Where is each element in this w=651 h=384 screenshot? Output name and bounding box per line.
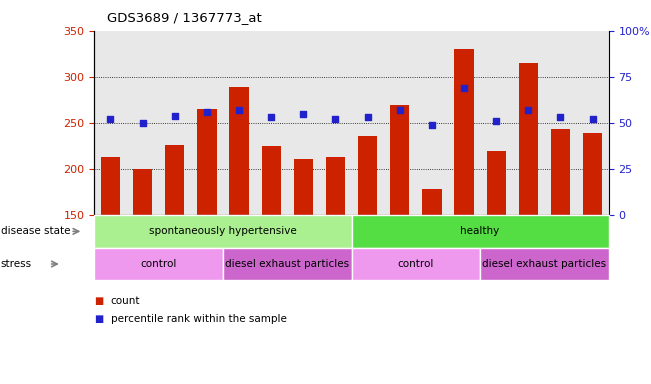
Point — [330, 116, 340, 122]
Text: control: control — [398, 259, 434, 269]
Point — [137, 120, 148, 126]
Bar — [519, 63, 538, 215]
Text: spontaneously hypertensive: spontaneously hypertensive — [149, 226, 297, 237]
Bar — [422, 189, 441, 215]
Point — [234, 107, 244, 113]
Bar — [101, 157, 120, 215]
Bar — [454, 49, 474, 215]
Point — [395, 107, 405, 113]
Text: stress: stress — [1, 259, 32, 269]
Text: diesel exhaust particles: diesel exhaust particles — [482, 259, 607, 269]
Point — [587, 116, 598, 122]
Point — [426, 122, 437, 128]
Point — [298, 111, 309, 117]
Point — [555, 114, 566, 121]
Bar — [486, 151, 506, 215]
Point — [363, 114, 373, 121]
Text: ■: ■ — [94, 314, 104, 324]
Text: count: count — [111, 296, 140, 306]
Bar — [358, 136, 378, 215]
Point — [169, 113, 180, 119]
Bar — [583, 133, 602, 215]
Bar — [551, 129, 570, 215]
Bar — [294, 159, 313, 215]
Point — [266, 114, 277, 121]
Text: percentile rank within the sample: percentile rank within the sample — [111, 314, 286, 324]
Bar — [229, 87, 249, 215]
Text: diesel exhaust particles: diesel exhaust particles — [225, 259, 350, 269]
Bar — [165, 145, 184, 215]
Text: control: control — [141, 259, 177, 269]
Point — [202, 109, 212, 115]
Point — [105, 116, 116, 122]
Bar — [133, 169, 152, 215]
Bar — [262, 146, 281, 215]
Point — [523, 107, 534, 113]
Bar — [197, 109, 217, 215]
Bar — [390, 105, 409, 215]
Text: GDS3689 / 1367773_at: GDS3689 / 1367773_at — [107, 12, 262, 25]
Point — [459, 85, 469, 91]
Point — [491, 118, 501, 124]
Text: healthy: healthy — [460, 226, 500, 237]
Text: disease state: disease state — [1, 226, 70, 237]
Bar — [326, 157, 345, 215]
Text: ■: ■ — [94, 296, 104, 306]
